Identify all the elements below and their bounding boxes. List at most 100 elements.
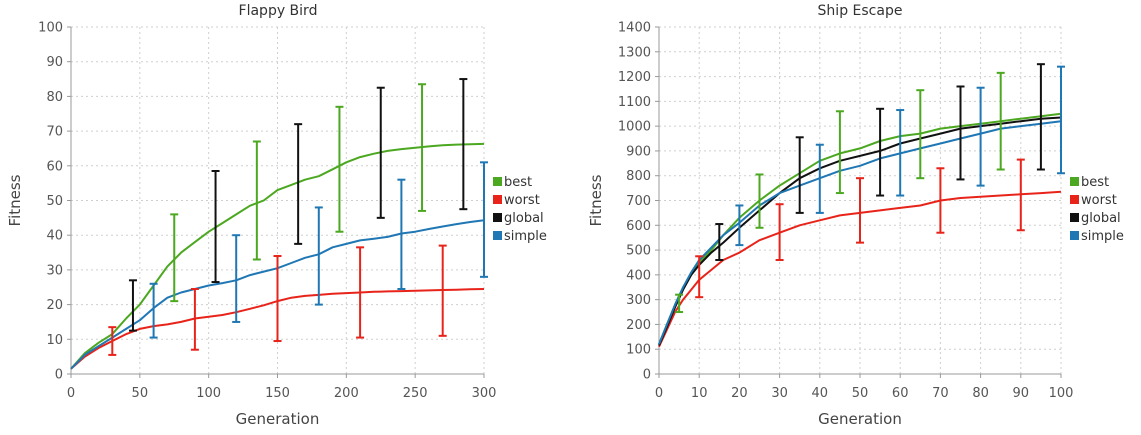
error-bar-best — [755, 173, 764, 229]
y-tick-label: 10 — [46, 333, 63, 348]
error-bar-worst — [936, 167, 945, 234]
legend-label: simple — [1081, 229, 1124, 244]
error-bar-worst — [190, 287, 199, 351]
x-tick-label: 90 — [1013, 386, 1030, 401]
legend-swatch — [493, 231, 502, 240]
x-tick-label: 40 — [812, 386, 829, 401]
error-bar-worst — [856, 177, 864, 244]
y-tick-label: 900 — [626, 144, 651, 159]
error-bar-global — [294, 123, 303, 245]
error-bar-global — [128, 279, 137, 332]
error-bar-best — [335, 105, 344, 233]
y-tick-label: 500 — [626, 244, 651, 259]
x-tick-label: 70 — [932, 386, 949, 401]
axes: 0 10 20 30 40 50 60 70 80 90 100 0 50 100 150 200 250 300 — [38, 21, 496, 402]
x-tick-label: 60 — [892, 386, 909, 401]
error-bar-best — [675, 293, 684, 314]
y-tick-label: 60 — [46, 159, 63, 174]
y-tick-label: 700 — [626, 194, 651, 209]
error-bar-global — [459, 78, 468, 211]
legend-item-simple: simple — [493, 229, 547, 244]
error-bar-worst — [775, 203, 784, 261]
y-tick-label: 1200 — [618, 70, 651, 85]
y-tick-label: 0 — [643, 368, 651, 383]
error-bar-global — [795, 136, 804, 214]
error-bar-global — [1036, 63, 1045, 171]
legend-item-global: global — [493, 211, 544, 226]
x-tick-label: 100 — [1049, 386, 1074, 401]
x-tick-label: 10 — [691, 386, 708, 401]
error-bar-simple — [1057, 65, 1065, 175]
chart-ship-escape: Ship Escape Generation Fitness 010020030… — [587, 3, 1124, 428]
x-tick-label: 0 — [655, 386, 663, 401]
y-tick-label: 100 — [626, 343, 651, 358]
error-bar-best — [418, 83, 427, 212]
x-tick-label: 50 — [852, 386, 869, 401]
legend-swatch — [1070, 195, 1079, 204]
legend-item-worst: worst — [1070, 193, 1117, 208]
y-tick-label: 80 — [46, 90, 63, 105]
chart-flappy-bird: Flappy Bird Generation Fitness 0 10 20 30 40… — [6, 3, 547, 428]
error-bar-worst — [108, 326, 117, 356]
y-tick-label: 0 — [55, 368, 63, 383]
y-tick-label: 1000 — [618, 120, 651, 135]
x-tick-label: 250 — [403, 386, 428, 401]
legend-swatch — [1070, 231, 1079, 240]
error-bar-global — [211, 170, 220, 284]
y-axis-label: Fitness — [6, 174, 24, 226]
legend-item-simple: simple — [1070, 229, 1124, 244]
error-bar-simple — [735, 204, 744, 247]
x-tick-label: 20 — [731, 386, 748, 401]
series-line-worst — [658, 190, 1062, 348]
legend-item-best: best — [1070, 175, 1109, 190]
legend-label: simple — [504, 229, 547, 244]
error-bar-simple — [314, 206, 323, 306]
error-bar-best — [916, 89, 925, 180]
error-bar-worst — [695, 255, 704, 299]
chart-title: Ship Escape — [818, 3, 903, 19]
y-tick-label: 1400 — [618, 21, 651, 36]
legend-item-worst: worst — [493, 193, 540, 208]
error-bar-best — [170, 213, 179, 303]
legend-label: best — [504, 175, 532, 190]
x-axis-label: Generation — [818, 410, 902, 428]
error-bar-simple — [896, 109, 905, 197]
legend-swatch — [1070, 177, 1079, 186]
legend-item-global: global — [1070, 211, 1121, 226]
y-tick-label: 30 — [46, 263, 63, 278]
error-bar-best — [996, 71, 1005, 171]
y-tick-label: 800 — [626, 169, 651, 184]
legend-swatch — [493, 177, 502, 186]
error-bar-simple — [815, 143, 824, 214]
y-tick-label: 1100 — [618, 95, 651, 110]
error-bar-best — [252, 140, 261, 261]
legend-swatch — [493, 213, 502, 222]
y-tick-label: 50 — [46, 194, 63, 209]
y-axis-label: Fitness — [587, 174, 605, 226]
x-tick-label: 200 — [334, 386, 359, 401]
error-bar-worst — [273, 255, 282, 343]
grid — [659, 26, 1062, 374]
error-bar-global — [956, 85, 965, 181]
legend-item-best: best — [493, 175, 532, 190]
x-tick-label: 0 — [67, 386, 75, 401]
error-bars — [675, 63, 1065, 314]
x-tick-label: 100 — [196, 386, 221, 401]
error-bar-worst — [1016, 158, 1025, 232]
y-tick-label: 600 — [626, 219, 651, 234]
error-bar-simple — [397, 178, 406, 290]
chart-title: Flappy Bird — [239, 3, 318, 19]
error-bar-simple — [232, 234, 241, 323]
legend-swatch — [1070, 213, 1079, 222]
x-tick-label: 150 — [265, 386, 290, 401]
y-tick-label: 40 — [46, 229, 63, 244]
legend-swatch — [493, 195, 502, 204]
legend-label: worst — [1081, 193, 1117, 208]
error-bar-worst — [438, 244, 447, 337]
error-bar-global — [715, 223, 724, 261]
error-bar-simple — [480, 161, 488, 278]
y-tick-label: 90 — [46, 55, 63, 70]
error-bar-simple — [149, 282, 158, 339]
y-tick-label: 100 — [38, 21, 63, 36]
error-bar-worst — [356, 246, 365, 339]
